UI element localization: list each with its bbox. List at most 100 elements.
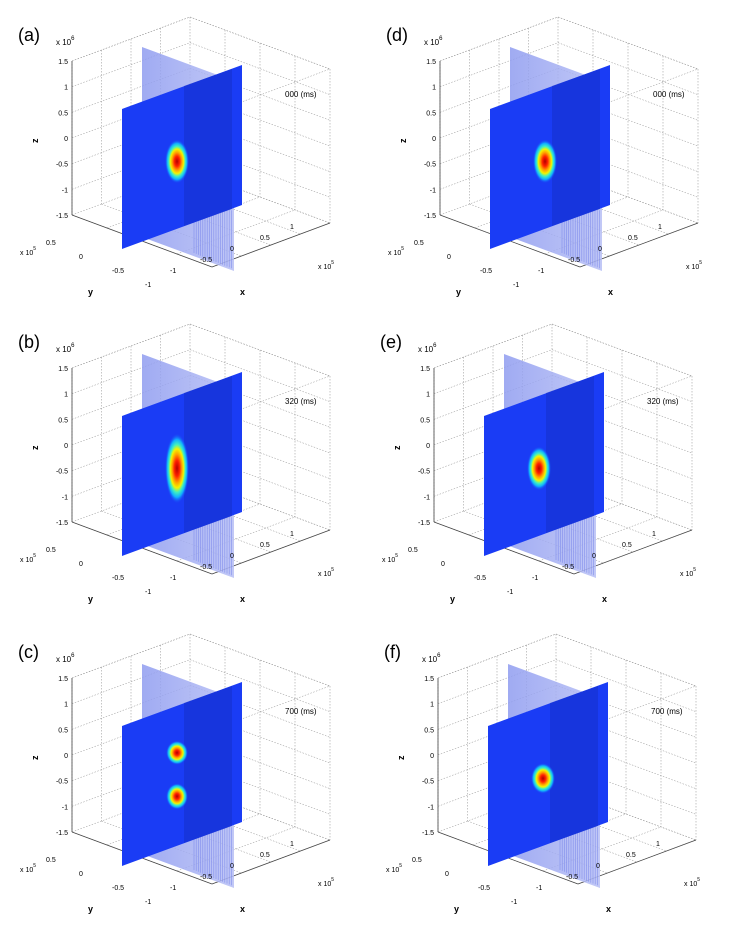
y-tick-label: 0 [79, 561, 83, 568]
y-tick-label: -1 [513, 282, 519, 289]
z-tick-label: -1 [62, 187, 68, 194]
y-tick-label: -1 [145, 282, 151, 289]
z-tick-label: 1 [64, 85, 68, 92]
z-tick-label: 0.5 [424, 727, 434, 734]
z-tick-label: -1.5 [422, 830, 434, 837]
x-tick-label: -0.5 [562, 564, 574, 571]
y-tick-label: -1 [511, 899, 517, 906]
z-tick-label: 1 [64, 702, 68, 709]
panel-label: (a) [18, 25, 40, 45]
z-tick-label: 0.5 [58, 110, 68, 117]
y-scale-label: x 105 [388, 246, 404, 257]
z-tick-label: 0.5 [420, 417, 430, 424]
slice-overlap [184, 376, 232, 533]
z-axis-label: z [30, 445, 40, 450]
x-tick-label: 0.5 [260, 235, 270, 242]
z-tick-label: 1 [430, 702, 434, 709]
z-tick-label: 1 [432, 85, 436, 92]
z-tick-label: -1 [424, 494, 430, 501]
z-scale-exponent: 6 [437, 653, 441, 659]
z-tick-label: 0.5 [58, 417, 68, 424]
y-tick-label: -1 [507, 589, 513, 596]
gridline [551, 323, 693, 377]
gridline [551, 349, 693, 402]
x-tick-label: -1 [538, 268, 544, 275]
x-tick-label: 0 [230, 863, 234, 870]
z-scale-exponent: 6 [433, 343, 437, 349]
x-scale-label: x 105 [318, 567, 334, 578]
z-tick-label: -1.5 [424, 213, 436, 220]
x-tick-label: 0 [592, 553, 596, 560]
x-scale-label: x 105 [686, 260, 702, 271]
y-scale-label: x 105 [20, 246, 36, 257]
gridline [557, 42, 699, 95]
panel-label: (d) [386, 25, 408, 45]
panel-label: (c) [18, 642, 39, 662]
field-blob [530, 763, 556, 794]
panel-label: (b) [18, 332, 40, 352]
slice-overlap [552, 69, 600, 226]
x-scale-label: x 105 [318, 877, 334, 888]
gridline [557, 16, 699, 70]
y-tick-label: 0 [447, 254, 451, 261]
z-tick-label: 0 [430, 753, 434, 760]
y-scale-exponent: 5 [395, 553, 398, 559]
y-tick-label: -1 [145, 589, 151, 596]
time-label: 700 (ms) [285, 707, 317, 716]
x-tick-label: -1 [536, 885, 542, 892]
time-label: 320 (ms) [285, 397, 317, 406]
x-scale-exponent: 5 [331, 567, 334, 573]
x-tick-label: 1 [652, 531, 656, 538]
gridline [189, 42, 331, 95]
y-tick-label: 0.5 [408, 547, 418, 554]
z-tick-label: 0 [432, 136, 436, 143]
slice-overlap [184, 686, 232, 843]
z-tick-label: -1.5 [56, 213, 68, 220]
x-scale-label: x 105 [684, 877, 700, 888]
z-tick-label: -1 [62, 804, 68, 811]
x-scale-exponent: 5 [331, 260, 334, 266]
y-tick-label: 0 [79, 254, 83, 261]
y-axis-label: y [88, 904, 93, 914]
y-tick-label: -1 [145, 899, 151, 906]
y-scale-label: x 105 [386, 863, 402, 874]
x-tick-label: 0.5 [260, 852, 270, 859]
field-blob [532, 139, 558, 184]
y-scale-label: x 105 [382, 553, 398, 564]
time-label: 000 (ms) [285, 90, 317, 99]
z-tick-label: -0.5 [56, 469, 68, 476]
y-axis-label: y [88, 287, 93, 297]
y-scale-exponent: 5 [33, 553, 36, 559]
z-tick-label: 0 [64, 443, 68, 450]
z-scale-exponent: 6 [71, 343, 75, 349]
y-tick-label: -0.5 [112, 575, 124, 582]
z-tick-label: 1.5 [58, 59, 68, 66]
slice-overlap [550, 686, 598, 843]
panel-label: (e) [380, 332, 402, 352]
y-tick-label: -0.5 [474, 575, 486, 582]
z-axis-label: z [392, 445, 402, 450]
x-scale-exponent: 5 [697, 877, 700, 883]
x-scale-exponent: 5 [699, 260, 702, 266]
y-tick-label: 0 [445, 871, 449, 878]
y-tick-label: -0.5 [112, 268, 124, 275]
gridline [189, 659, 331, 712]
x-scale-label: x 105 [680, 567, 696, 578]
x-tick-label: 0 [598, 246, 602, 253]
z-tick-label: -0.5 [418, 469, 430, 476]
field-blob [166, 783, 188, 810]
x-scale-label: x 105 [318, 260, 334, 271]
x-tick-label: 1 [290, 224, 294, 231]
x-tick-label: -0.5 [200, 874, 212, 881]
z-scale-label: x 106 [424, 36, 443, 47]
y-tick-label: -0.5 [480, 268, 492, 275]
y-axis-label: y [456, 287, 461, 297]
x-tick-label: 1 [658, 224, 662, 231]
y-scale-exponent: 5 [401, 246, 404, 252]
y-tick-label: 0.5 [412, 857, 422, 864]
time-label: 700 (ms) [651, 707, 683, 716]
z-axis-label: z [396, 755, 406, 760]
z-scale-label: x 106 [422, 653, 441, 664]
